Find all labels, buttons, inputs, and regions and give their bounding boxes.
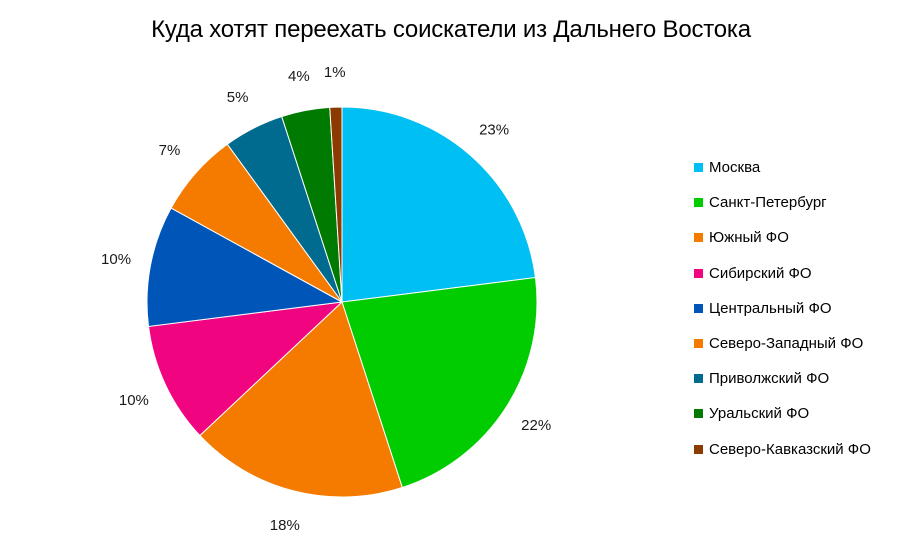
legend-item-7: Приволжский ФО [694, 361, 899, 396]
legend: Москва Санкт-Петербург Южный ФО Сибирский Ф… [694, 150, 899, 467]
legend-swatch [694, 268, 703, 278]
legend-swatch [694, 163, 703, 173]
pie-data-labels: 23% 22% 18% 10% 10% 7% 5% 4% 1% [101, 64, 551, 534]
data-label-2: 22% [521, 417, 551, 434]
legend-item-1: Москва [694, 150, 899, 185]
data-label-5: 10% [101, 251, 131, 268]
pie-slice-3 [199, 301, 403, 498]
legend-item-5: Центральный ФО [694, 291, 899, 326]
pie-slice-9 [329, 106, 343, 303]
legend-label: Приволжский ФО [709, 370, 830, 388]
legend-label: Санкт-Петербург [709, 194, 827, 212]
legend-item-2: Санкт-Петербург [694, 185, 899, 220]
legend-swatch [694, 374, 703, 384]
legend-swatch [694, 198, 703, 208]
legend-label: Сибирский ФО [709, 264, 812, 282]
data-label-7: 5% [227, 89, 249, 106]
legend-swatch [694, 303, 703, 313]
legend-item-6: Северо-Западный ФО [694, 326, 899, 361]
data-label-6: 7% [159, 142, 181, 159]
data-label-8: 4% [288, 68, 310, 85]
legend-swatch [694, 233, 703, 243]
legend-item-4: Сибирский ФО [694, 256, 899, 291]
legend-label: Уральский ФО [709, 405, 810, 423]
legend-label: Северо-Кавказский ФО [709, 440, 871, 458]
data-label-9: 1% [324, 64, 346, 81]
legend-swatch [694, 339, 703, 349]
pie-slice-2 [341, 277, 538, 489]
data-label-3: 18% [270, 517, 300, 534]
legend-label: Северо-Западный ФО [709, 335, 864, 353]
legend-item-9: Северо-Кавказский ФО [694, 432, 899, 467]
legend-item-8: Уральский ФО [694, 396, 899, 431]
pie-slice-4 [147, 301, 344, 437]
data-label-4: 10% [119, 392, 149, 409]
chart-title: Куда хотят переехать соискатели из Дальн… [151, 16, 751, 43]
legend-label: Центральный ФО [709, 299, 832, 317]
legend-label: Москва [709, 159, 761, 177]
legend-swatch [694, 444, 703, 454]
pie-slice-5 [146, 207, 344, 327]
pie-slices [146, 106, 538, 498]
legend-item-3: Южный ФО [694, 220, 899, 255]
legend-label: Южный ФО [709, 229, 789, 247]
legend-swatch [694, 409, 703, 419]
data-label-1: 23% [479, 121, 509, 138]
pie-slice-1 [341, 106, 537, 303]
